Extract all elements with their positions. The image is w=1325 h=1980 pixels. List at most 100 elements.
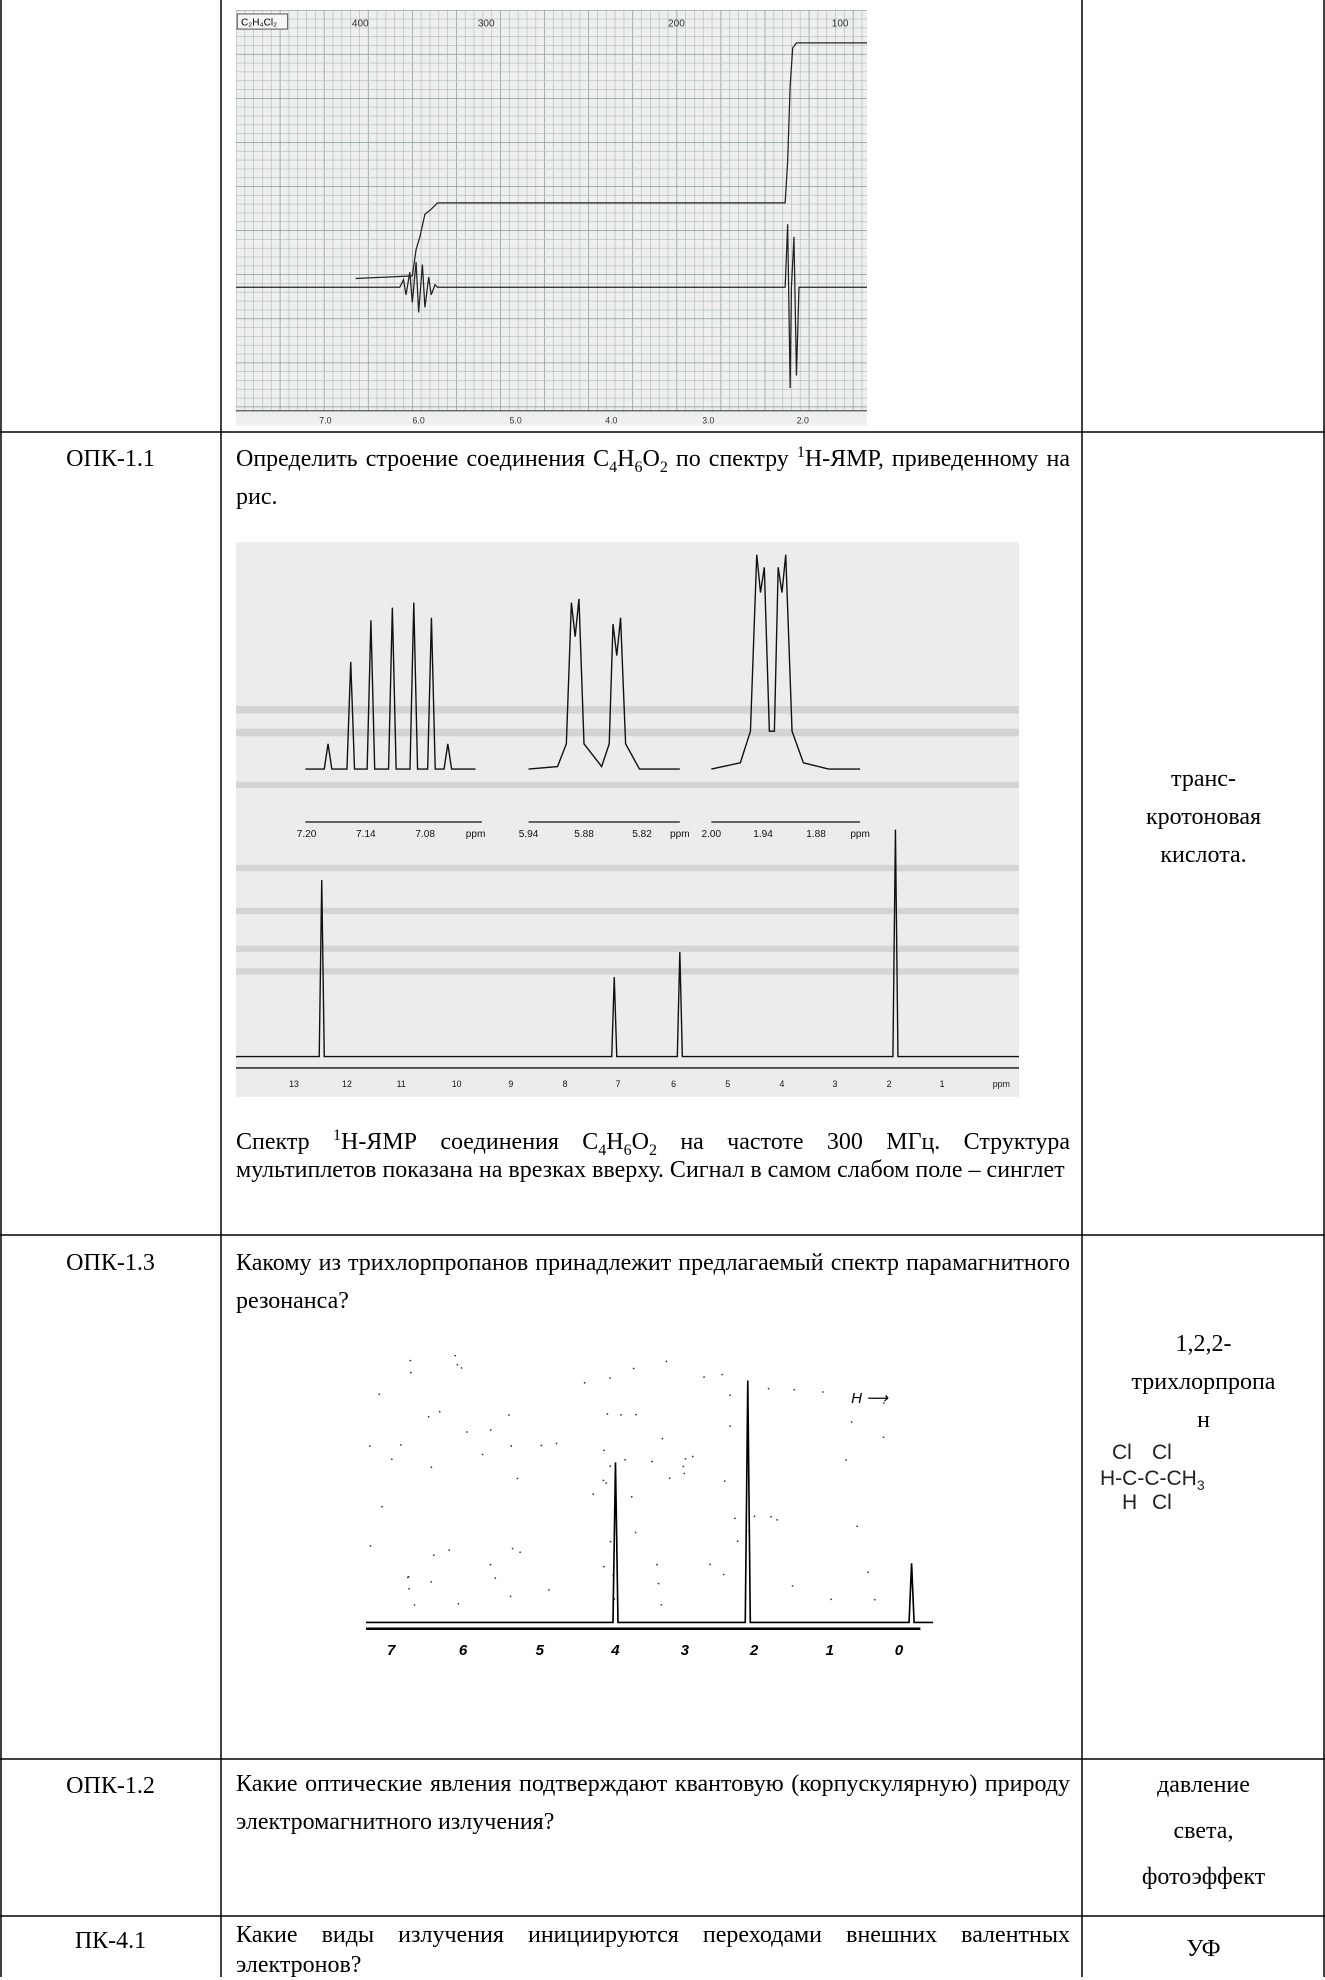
scale-label: 400: [352, 19, 369, 30]
scale-label: 3.0: [702, 415, 714, 425]
scan-speck: [605, 1482, 607, 1484]
answer-line: н: [1082, 1401, 1325, 1439]
text: Спектр: [236, 1129, 333, 1155]
scan-speck: [508, 1414, 510, 1416]
scale-label: 3: [832, 1079, 837, 1089]
competence-code: ОПК-1.3: [0, 1244, 221, 1282]
subscript: 2: [660, 459, 668, 476]
scan-speck: [635, 1532, 637, 1534]
scale-label: 11: [397, 1079, 406, 1089]
scale-label: 8: [563, 1079, 568, 1089]
scan-speck: [439, 1411, 441, 1413]
scan-speck: [454, 1355, 456, 1356]
scan-speck: [519, 1551, 521, 1553]
scan-speck: [592, 1493, 594, 1495]
competence-code: ОПК-1.1: [0, 440, 221, 478]
scan-speck: [874, 1599, 876, 1601]
scale-label: 7.0: [319, 415, 331, 425]
scan-speck: [391, 1458, 393, 1460]
scan-speck: [845, 1459, 847, 1461]
inset-scale-label: 1.94: [753, 829, 773, 840]
scan-speck: [607, 1413, 609, 1415]
scan-speck: [661, 1438, 663, 1440]
scan-speck: [433, 1554, 435, 1556]
scan-speck: [370, 1545, 372, 1547]
text: по спектру: [668, 446, 797, 472]
scan-speck: [754, 1515, 756, 1517]
scan-speck: [400, 1444, 402, 1446]
answer: давление света, фотоэффект: [1082, 1762, 1325, 1900]
scan-speck: [510, 1596, 512, 1598]
scan-speck: [851, 1421, 853, 1423]
scale-label: 6.0: [413, 415, 425, 425]
scan-speck: [410, 1372, 412, 1374]
answer-line: 1,2,2-: [1082, 1325, 1325, 1363]
inset-scale-label: 7.08: [415, 829, 435, 840]
page: C₂H₄Cl₂ 4003002001007.06.05.04.03.02.0 О…: [0, 0, 1325, 1977]
scan-speck: [448, 1549, 450, 1551]
scan-speck: [683, 1466, 685, 1468]
answer: УФ: [1082, 1930, 1325, 1968]
scan-speck: [457, 1603, 459, 1605]
scan-speck: [656, 1564, 658, 1566]
scan-speck: [660, 1604, 662, 1606]
inset-scale-label: ppm: [670, 829, 690, 840]
inset-scale-label: 5.82: [632, 829, 652, 840]
answer-line: света,: [1082, 1808, 1325, 1854]
scan-speck: [651, 1461, 653, 1463]
scale-label: 6: [459, 1642, 468, 1659]
field-direction: H ⟶: [851, 1390, 889, 1407]
scan-speck: [658, 1583, 660, 1585]
spectrum-trace: [366, 1381, 933, 1623]
faint-line: [236, 865, 1019, 871]
subscript: 4: [609, 459, 617, 476]
scale-label: 1: [940, 1079, 945, 1089]
scan-speck: [512, 1548, 514, 1550]
scan-speck: [466, 1431, 468, 1433]
scan-speck: [408, 1588, 410, 1590]
answer-line: кислота.: [1082, 836, 1325, 874]
text: H: [606, 1129, 623, 1155]
scan-speck: [378, 1393, 380, 1395]
scale-label: 7: [616, 1079, 621, 1089]
atom: H: [1122, 1491, 1137, 1514]
scan-speck: [461, 1367, 463, 1369]
scale-label: 5: [725, 1079, 730, 1089]
scale-label: 3: [681, 1642, 690, 1659]
scale-label: 0: [895, 1642, 904, 1659]
scan-speck: [517, 1478, 519, 1480]
text: H: [617, 446, 634, 472]
figure-caption: Спектр 1H-ЯМР соединения C4H6O2 на часто…: [236, 1128, 1070, 1184]
scan-speck: [883, 1436, 885, 1438]
scale-label: 7: [387, 1642, 396, 1659]
scan-speck: [666, 1361, 668, 1363]
scale-label: 300: [478, 19, 495, 30]
scan-background: [236, 542, 1019, 1097]
scan-speck: [729, 1394, 731, 1396]
scan-speck: [856, 1525, 858, 1527]
scan-speck: [490, 1564, 492, 1566]
scan-speck: [609, 1377, 611, 1379]
chart-paper: [236, 10, 867, 426]
faint-line: [236, 946, 1019, 952]
scan-speck: [428, 1416, 430, 1418]
scale-label: 9: [508, 1079, 513, 1089]
scan-speck: [510, 1445, 512, 1447]
scan-speck: [683, 1473, 685, 1475]
scan-speck: [430, 1581, 432, 1583]
scale-label: 2.0: [797, 415, 809, 425]
scan-speck: [830, 1599, 832, 1601]
text: H-ЯМР соединения C: [341, 1129, 598, 1155]
scan-speck: [724, 1480, 726, 1482]
scan-speck: [494, 1577, 496, 1579]
formula: C₂H₄Cl₂: [241, 17, 277, 28]
question: Какому из трихлорпропанов принадлежит пр…: [236, 1244, 1070, 1320]
scan-speck: [381, 1506, 383, 1508]
question: Какие виды излучения инициируются перехо…: [236, 1920, 1070, 1980]
inset-scale-label: 5.94: [519, 829, 539, 840]
answer-line: транс-: [1082, 760, 1325, 798]
scan-speck: [431, 1466, 433, 1468]
scale-label: 1: [825, 1642, 833, 1659]
atom: Cl: [1152, 1441, 1172, 1464]
